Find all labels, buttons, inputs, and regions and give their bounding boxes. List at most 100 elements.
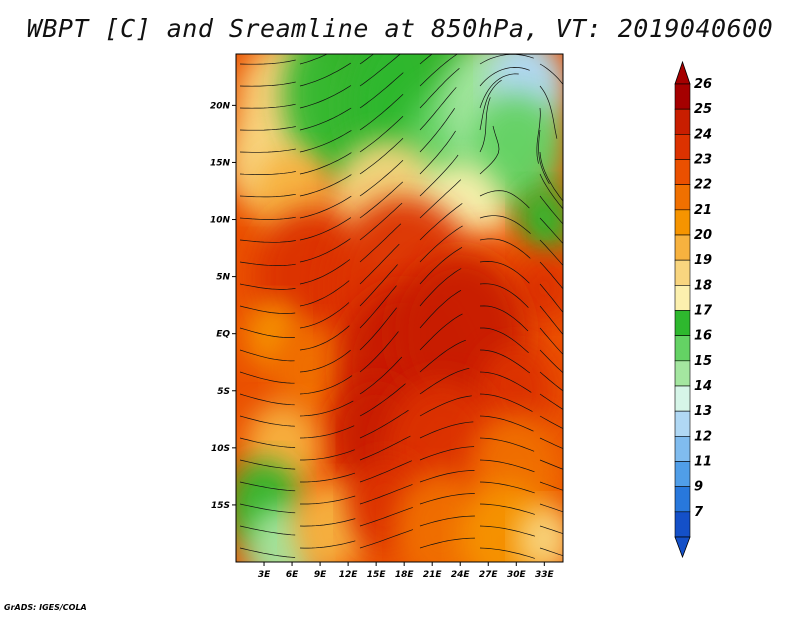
colorbar-label: 26 xyxy=(694,77,712,92)
streamline xyxy=(479,525,536,537)
streamline xyxy=(479,437,535,452)
streamline xyxy=(479,305,529,332)
streamline xyxy=(419,470,475,483)
streamline xyxy=(359,54,401,87)
streamline xyxy=(299,400,354,417)
streamline xyxy=(539,151,563,202)
streamline xyxy=(419,395,472,417)
streamline xyxy=(359,138,404,175)
x-tick-label: 30E xyxy=(507,570,527,580)
streamline xyxy=(239,171,296,175)
streamline xyxy=(419,421,474,439)
streamline xyxy=(539,503,563,513)
streamline xyxy=(419,247,463,285)
streamline xyxy=(539,481,563,491)
streamline xyxy=(359,331,399,373)
colorbar-segment xyxy=(674,486,691,513)
streamline xyxy=(359,383,406,417)
colorbar-segment xyxy=(674,461,691,487)
streamline xyxy=(419,179,462,219)
streamline xyxy=(299,85,352,109)
streamline xyxy=(419,367,470,395)
colorbar-segment xyxy=(674,108,691,135)
streamline xyxy=(479,547,535,559)
streamline xyxy=(299,62,351,87)
streamline xyxy=(539,85,558,139)
streamline xyxy=(359,435,411,461)
colorbar-segment xyxy=(674,259,691,286)
streamline xyxy=(359,54,375,65)
streamline xyxy=(539,547,563,557)
streamline xyxy=(299,280,350,307)
streamline xyxy=(419,54,459,87)
streamline xyxy=(299,518,356,527)
streamline xyxy=(359,409,409,439)
colorbar-segment xyxy=(674,385,691,412)
y-tick-label: 15S xyxy=(211,501,230,511)
streamline xyxy=(239,239,296,243)
x-tick-label: 27E xyxy=(479,570,499,580)
streamline xyxy=(419,154,459,197)
streamline xyxy=(359,202,403,241)
streamline xyxy=(359,94,404,131)
colorbar-label: 14 xyxy=(694,379,712,394)
colorbar-segment xyxy=(674,209,691,236)
streamline xyxy=(299,349,351,373)
colorbar-segment xyxy=(674,436,691,462)
streamline xyxy=(539,305,563,336)
field-patch xyxy=(478,345,554,437)
streamline xyxy=(539,393,563,410)
streamline xyxy=(239,305,296,314)
colorbar-segment xyxy=(674,360,691,387)
streamline xyxy=(359,484,413,505)
y-tick-label: 10N xyxy=(210,216,231,226)
colorbar-top-arrow xyxy=(674,60,691,85)
colorbar-label: 11 xyxy=(694,455,712,470)
streamline xyxy=(419,493,475,505)
streamline xyxy=(299,259,351,285)
streamline xyxy=(299,302,350,329)
streamline xyxy=(300,449,355,461)
streamline xyxy=(479,54,534,65)
streamline xyxy=(539,437,563,450)
streamline xyxy=(239,547,296,558)
streamline xyxy=(419,130,456,175)
colorbar-segment xyxy=(674,410,691,437)
streamline xyxy=(299,217,352,241)
colorbar-label: 9 xyxy=(694,480,703,495)
streamline xyxy=(299,174,352,197)
colorbar-label: 24 xyxy=(694,127,712,142)
field-patch xyxy=(292,482,367,562)
colorbar-segment xyxy=(674,134,691,160)
streamline xyxy=(479,79,502,131)
streamline xyxy=(359,507,413,527)
streamline xyxy=(479,415,534,432)
streamline xyxy=(479,67,530,87)
colorbar-segment xyxy=(674,285,691,311)
colorbar-label: 13 xyxy=(694,404,712,419)
colorbar-segment xyxy=(674,159,691,185)
streamline xyxy=(419,446,475,461)
colorbar-segment xyxy=(674,184,691,211)
streamline xyxy=(239,261,296,266)
colorbar-label: 25 xyxy=(694,102,712,117)
streamline xyxy=(419,289,462,329)
streamline xyxy=(479,238,531,259)
colorbar-label: 17 xyxy=(694,304,713,319)
colorbar-label: 15 xyxy=(694,354,712,369)
streamline xyxy=(239,459,296,470)
streamline xyxy=(239,503,296,514)
streamline xyxy=(359,243,400,285)
streamline xyxy=(239,437,296,448)
streamline xyxy=(299,107,352,131)
streamline xyxy=(300,472,356,483)
streamline xyxy=(479,481,535,494)
streamline xyxy=(419,108,455,153)
streamline xyxy=(479,371,532,393)
streamline xyxy=(539,173,563,210)
streamline xyxy=(419,313,463,351)
streamline xyxy=(239,59,296,65)
colorbar-label: 12 xyxy=(694,429,712,444)
field-patch xyxy=(516,185,563,254)
streamline xyxy=(419,68,460,109)
